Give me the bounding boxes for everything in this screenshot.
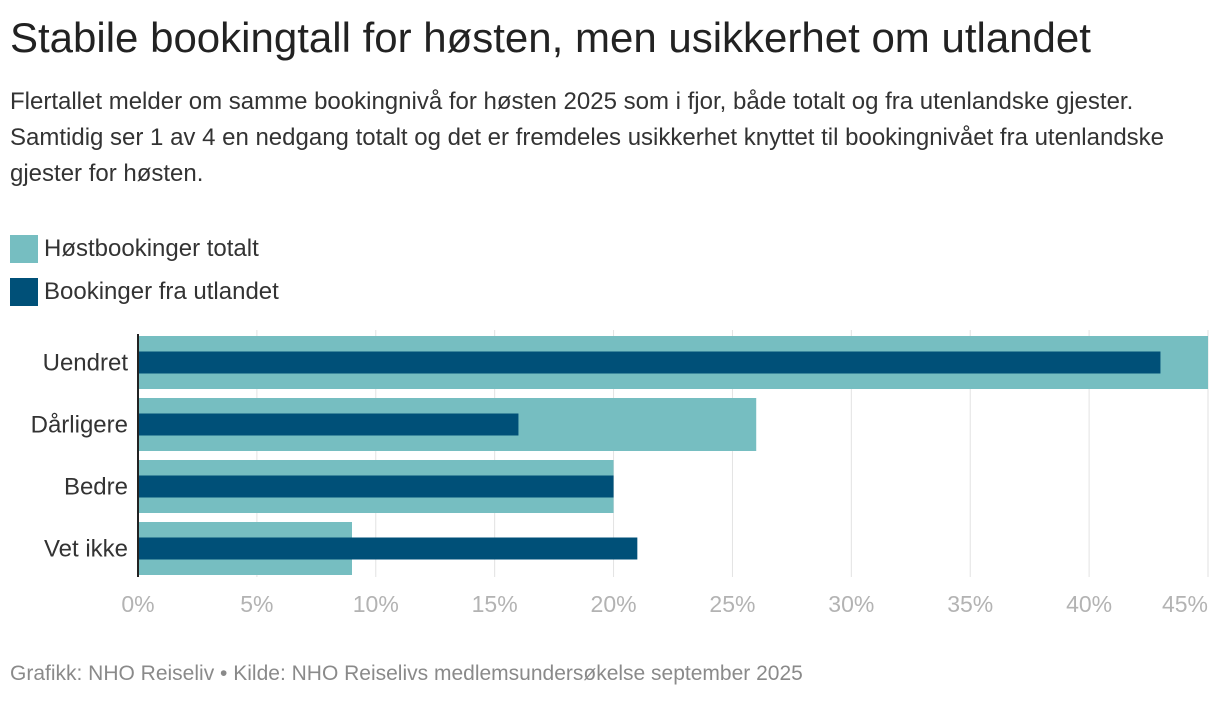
chart-title: Stabile bookingtall for høsten, men usik… bbox=[10, 14, 1091, 61]
category-label: Dårligere bbox=[31, 412, 128, 439]
footer-graphic: Grafikk: NHO Reiseliv bbox=[10, 662, 215, 685]
x-tick-label: 25% bbox=[709, 591, 755, 617]
legend-swatch-foreign bbox=[10, 278, 38, 306]
x-tick-label: 40% bbox=[1066, 591, 1112, 617]
category-label: Uendret bbox=[43, 350, 129, 377]
bar-foreign-3 bbox=[138, 537, 638, 560]
x-tick-label: 20% bbox=[591, 591, 637, 617]
chart-subtitle: Flertallet melder om samme bookingnivå f… bbox=[10, 88, 1165, 187]
footer-separator: • bbox=[220, 662, 228, 685]
x-tick-label: 0% bbox=[121, 591, 154, 617]
footer: Grafikk: NHO Reiseliv • Kilde: NHO Reise… bbox=[10, 662, 803, 686]
bar-foreign-2 bbox=[138, 475, 614, 498]
legend-item-total: Høstbookinger totalt bbox=[10, 234, 279, 264]
x-tick-label: 5% bbox=[240, 591, 273, 617]
x-tick-label: 35% bbox=[947, 591, 993, 617]
legend: Høstbookinger totalt Bookinger fra utlan… bbox=[10, 234, 279, 320]
x-tick-label: 10% bbox=[353, 591, 399, 617]
x-tick-label: 15% bbox=[472, 591, 518, 617]
bar-foreign-0 bbox=[138, 351, 1161, 374]
x-tick-label: 45% bbox=[1162, 591, 1208, 617]
category-label: Bedre bbox=[64, 474, 128, 501]
legend-label-total: Høstbookinger totalt bbox=[44, 235, 259, 262]
legend-swatch-total bbox=[10, 235, 38, 263]
category-label: Vet ikke bbox=[44, 536, 128, 563]
legend-item-foreign: Bookinger fra utlandet bbox=[10, 277, 279, 307]
bar-chart: Uendret Dårligere Bedre Vet ikke 0% 5% 10% 15% 2… bbox=[31, 330, 1209, 617]
x-tick-label: 30% bbox=[828, 591, 874, 617]
footer-source: Kilde: NHO Reiselivs medlemsundersøkelse… bbox=[233, 662, 803, 685]
legend-label-foreign: Bookinger fra utlandet bbox=[44, 278, 279, 305]
bar-foreign-1 bbox=[138, 413, 519, 436]
